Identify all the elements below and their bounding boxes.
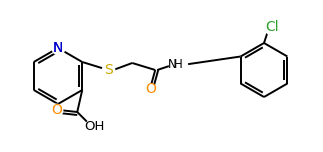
Text: O: O <box>51 103 62 117</box>
Text: N: N <box>53 41 63 55</box>
Text: N: N <box>53 41 63 55</box>
Text: S: S <box>104 63 113 77</box>
Text: H: H <box>174 59 182 71</box>
Text: N: N <box>168 59 177 71</box>
Text: OH: OH <box>84 121 104 133</box>
Text: Cl: Cl <box>265 20 279 34</box>
Text: O: O <box>145 82 156 96</box>
